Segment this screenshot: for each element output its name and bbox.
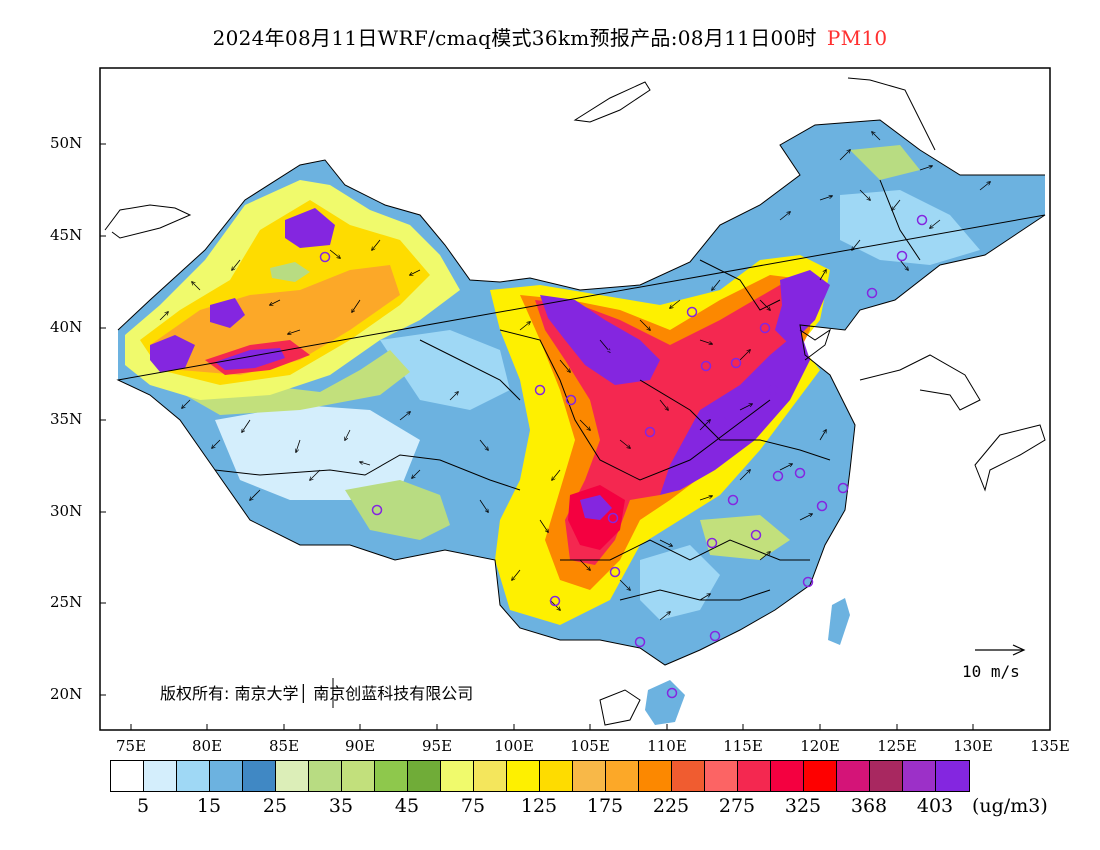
colorbar-swatch [639,761,672,791]
colorbar-label: 75 [460,795,486,817]
lon-label-105e: 105E [570,737,610,755]
colorbar-swatch [210,761,243,791]
lat-label-35n: 35N [50,410,83,428]
colorbar-label: 45 [394,795,420,817]
green-patch-se [700,515,790,560]
colorbar-label: 325 [784,795,822,817]
lon-label-90e: 90E [344,737,376,755]
colorbar-swatch [903,761,936,791]
lat-label-50n: 50N [50,134,83,152]
central-purple-east [660,330,810,495]
green-patch-ne [850,145,920,180]
wind-vectors [159,132,990,621]
copyright-text: 版权所有: 南京大学│ 南京创蓝科技有限公司 [160,684,474,703]
colorbar-swatch [309,761,342,791]
colorbar-label: 368 [850,795,888,817]
lat-label-45n: 45N [50,226,83,244]
colorbar-swatch [111,761,144,791]
colorbar-label: 35 [328,795,354,817]
lon-label-80e: 80E [191,737,223,755]
south-lightblue [640,545,720,620]
pollutant-label: PM10 [826,26,888,50]
sichuan-purple [580,495,612,520]
colorbar-swatch [342,761,375,791]
lon-label-130e: 130E [953,737,993,755]
colorbar-swatch [441,761,474,791]
ne-lightblue [840,190,980,265]
colorbar-label: 125 [520,795,558,817]
colorbar-swatch [771,761,804,791]
lon-label-100e: 100E [494,737,534,755]
chart-title: 2024年08月11日WRF/cmaq模式36km预报产品:08月11日00时 P… [0,22,1100,51]
colorbar-swatch [507,761,540,791]
green-patch-west [185,350,410,415]
lat-label-25n: 25N [50,593,83,611]
city-markers [319,214,928,699]
colorbar-label: 5 [136,795,150,817]
lon-label-75e: 75E [115,737,147,755]
lon-label-95e: 95E [421,737,453,755]
map-area [118,120,1045,725]
colorbar-swatch [276,761,309,791]
lon-label-115e: 115E [723,737,763,755]
wind-scale-arrow [975,644,1026,656]
lon-label-125e: 125E [877,737,917,755]
lon-label-120e: 120E [800,737,840,755]
colorbar-swatch [837,761,870,791]
colorbar-label: 225 [652,795,690,817]
colorbar-label: 403 [916,795,954,817]
xinjiang-purple-3 [210,298,245,328]
colorbar-label: 15 [196,795,222,817]
colorbar-swatch [738,761,771,791]
lon-label-135e: 135E [1030,737,1070,755]
xinjiang-purple-4 [285,208,335,248]
lon-label-85e: 85E [268,737,300,755]
xinjiang-orange [150,265,400,375]
colorbar-label: 25 [262,795,288,817]
colorbar-swatch [705,761,738,791]
colorbar-swatch [573,761,606,791]
colorbar-swatch [243,761,276,791]
green-patch-sw [345,480,450,540]
lon-label-110e: 110E [647,737,687,755]
ne-purple [775,270,830,345]
taiwan [828,598,850,645]
lat-label-40n: 40N [50,318,83,336]
colorbar-swatch [870,761,903,791]
colorbar-swatch [474,761,507,791]
colorbar-swatch [804,761,837,791]
xinjiang-purple-2 [150,335,195,372]
colorbar-swatch [540,761,573,791]
axis-ticks [100,143,974,730]
hainan [645,680,685,725]
colorbar-label: 275 [718,795,756,817]
title-main: 2024年08月11日WRF/cmaq模式36km预报产品:08月11日00时 [212,26,817,50]
lat-label-20n: 20N [50,685,83,703]
map-frame [99,67,1051,731]
colorbar-swatch [375,761,408,791]
xinjiang-green-center [270,262,310,282]
colorbar [110,760,970,792]
colorbar-swatch [144,761,177,791]
colorbar-swatch [408,761,441,791]
colorbar-swatch [936,761,969,791]
wind-scale-label: 10 m/s [962,662,1020,681]
lat-label-30n: 30N [50,502,83,520]
plateau-light-2 [380,330,510,410]
plateau-light [215,405,420,500]
colorbar-unit: (ug/m3) [972,795,1048,817]
boundaries [104,77,1046,726]
colorbar-swatch [606,761,639,791]
colorbar-swatch [177,761,210,791]
colorbar-label: 175 [586,795,624,817]
colorbar-swatch [672,761,705,791]
